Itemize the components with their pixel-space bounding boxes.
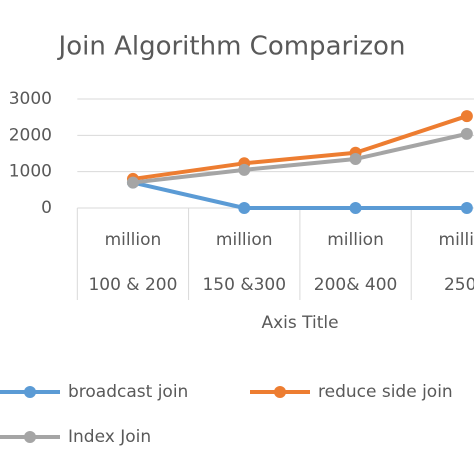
- legend-label: broadcast join: [68, 382, 188, 402]
- x-tick-unit: million: [216, 230, 273, 250]
- data-point: [349, 202, 362, 214]
- x-tick-unit: million: [439, 230, 474, 250]
- series-line: [132, 180, 467, 210]
- x-tick-label: 200& 400: [314, 275, 398, 295]
- x-axis-title: Axis Title: [261, 313, 338, 333]
- data-point: [460, 127, 473, 140]
- legend-marker: [24, 386, 36, 398]
- x-tick-label: 250&: [444, 275, 474, 295]
- series-line: [132, 131, 468, 185]
- data-point: [126, 176, 139, 189]
- data-point: [349, 152, 362, 165]
- legend-label: Index Join: [68, 427, 151, 447]
- y-tick-label: 1000: [9, 162, 52, 182]
- data-point: [238, 202, 251, 214]
- data-point: [460, 202, 473, 214]
- y-tick-label: 0: [41, 198, 52, 218]
- data-point: [238, 163, 251, 176]
- x-tick-unit: million: [105, 230, 162, 250]
- x-tick-label: 100 & 200: [88, 275, 177, 295]
- legend-marker: [274, 386, 286, 398]
- legend-label: reduce side join: [318, 382, 453, 402]
- legend-marker: [24, 431, 36, 443]
- x-tick-label: 150 &300: [202, 275, 286, 295]
- series-line: [132, 114, 468, 181]
- chart-title: Join Algorithm Comparizon: [57, 32, 406, 62]
- data-point: [460, 110, 473, 123]
- y-tick-label: 3000: [9, 89, 52, 109]
- x-tick-unit: million: [327, 230, 384, 250]
- y-tick-label: 2000: [9, 125, 52, 145]
